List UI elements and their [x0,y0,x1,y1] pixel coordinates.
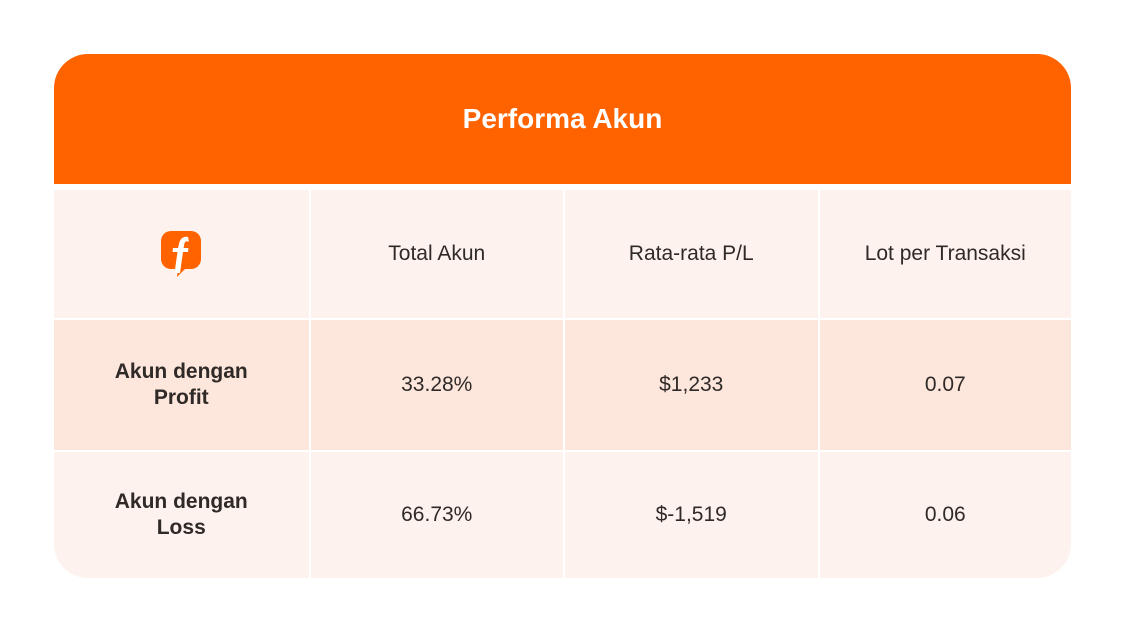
row-label-line2: Loss [156,516,206,539]
brand-logo-icon [161,231,202,277]
table-row-loss: Akun dengan Loss 66.73% $-1,519 0.06 [54,452,1071,578]
table-title: Performa Akun [462,103,663,134]
row-label: Akun dengan Profit [54,320,309,450]
row-label-line2: Profit [153,386,209,409]
performance-table-card: Performa Akun Total Akun Rata-rata P/L L… [54,54,1071,578]
column-header-row: Total Akun Rata-rata P/L Lot per Transak… [54,190,1071,318]
rata-rata-pl-value: $1,233 [565,320,818,450]
column-header-total-akun: Total Akun [310,190,563,318]
table-header: Performa Akun [54,54,1071,184]
total-akun-value: 66.73% [310,452,563,578]
rata-rata-pl-value: $-1,519 [565,452,818,578]
total-akun-value: 33.28% [310,320,563,450]
table-row-profit: Akun dengan Profit 33.28% $1,233 0.07 [54,320,1071,450]
lot-per-transaksi-value: 0.07 [819,320,1071,450]
column-header-lot-per-transaksi: Lot per Transaksi [819,190,1071,318]
row-label: Akun dengan Loss [54,452,309,578]
lot-per-transaksi-value: 0.06 [819,452,1071,578]
row-label-line1: Akun dengan [114,360,248,383]
logo-cell [54,190,309,318]
column-header-rata-rata-pl: Rata-rata P/L [565,190,818,318]
row-label-line1: Akun dengan [114,490,248,513]
